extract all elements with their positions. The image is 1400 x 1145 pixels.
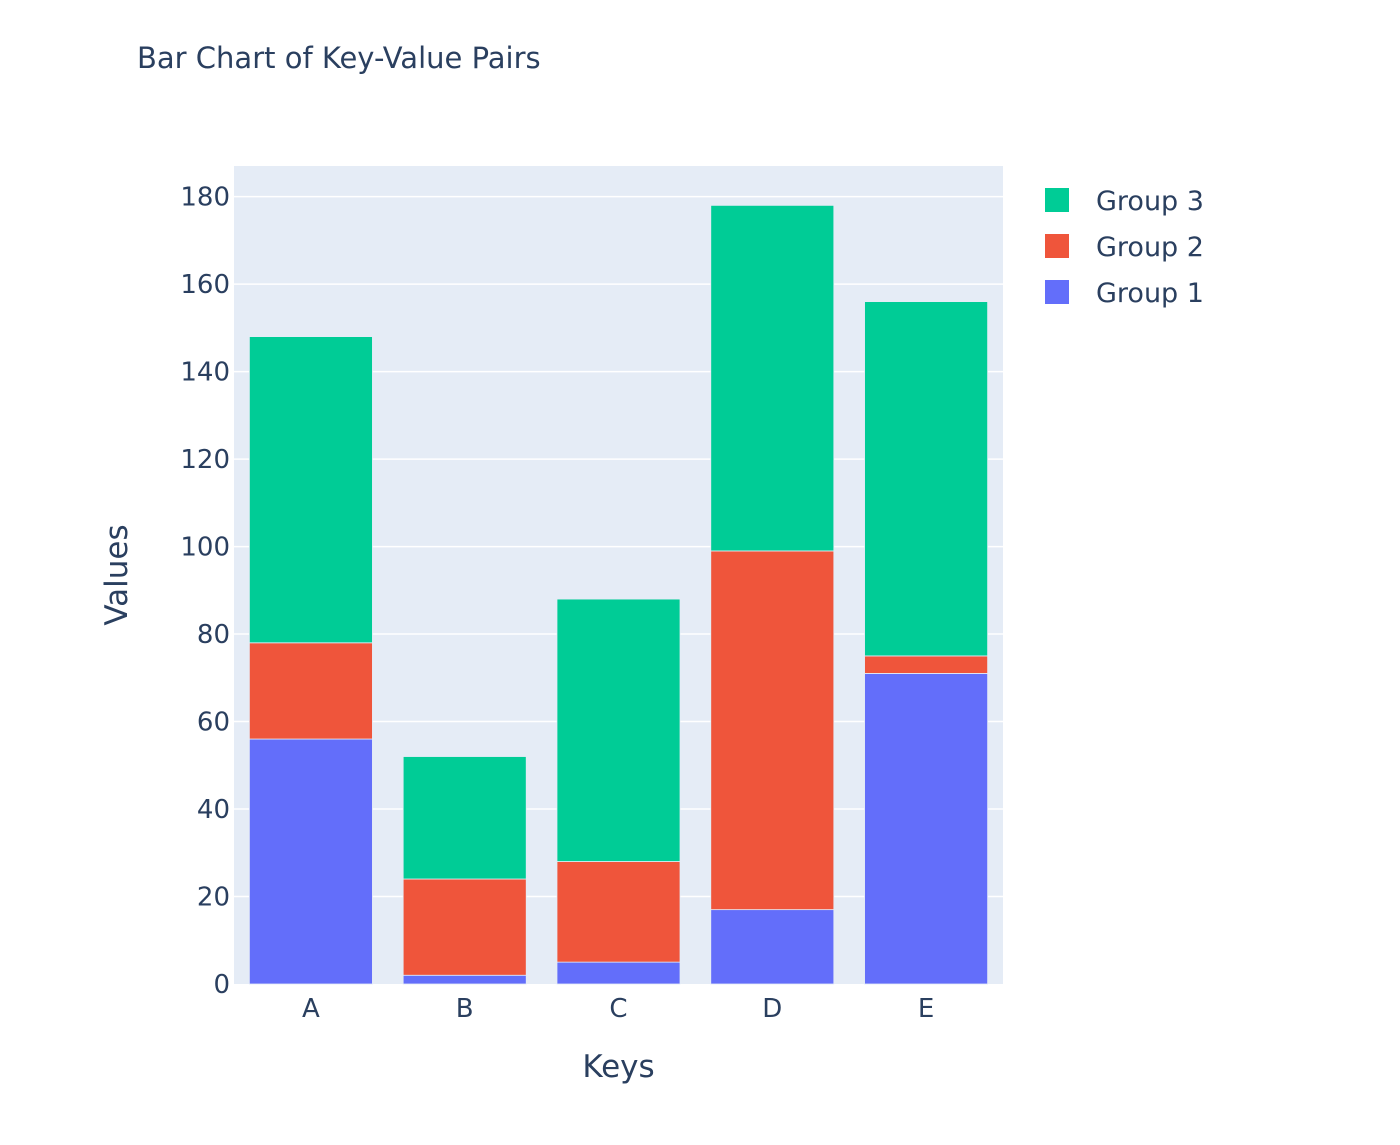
y-tick-label: 140 [180,358,230,388]
x-tick-label: D [762,994,782,1024]
bar-group-3-e[interactable] [864,301,989,657]
bar-group-3-d[interactable] [710,204,835,552]
bar-group-3-c[interactable] [556,598,681,862]
legend-label: Group 1 [1096,278,1204,309]
y-tick-label: 180 [180,183,230,213]
bar-group-1-d[interactable] [710,909,835,985]
chart-title: Bar Chart of Key-Value Pairs [137,41,541,75]
legend-swatch [1045,234,1069,258]
legend-label: Group 3 [1096,186,1204,217]
legend-item-group-2[interactable]: Group 2 [1045,232,1204,263]
bars [248,204,989,985]
x-tick-label: B [456,994,474,1024]
bar-group-2-e[interactable] [864,655,989,674]
x-tick-label: C [609,994,627,1024]
y-tick-label: 20 [197,883,230,913]
x-tick-label: A [302,994,320,1024]
bar-group-3-b[interactable] [402,756,527,880]
legend[interactable]: Group 3 Group 2 Group 1 [1045,186,1204,309]
y-axis-ticks: 0 20 40 60 80 100 120 140 160 180 [180,183,230,1000]
bar-group-1-c[interactable] [556,961,681,985]
legend-item-group-1[interactable]: Group 1 [1045,278,1204,309]
legend-swatch [1045,188,1069,212]
x-axis-title: Keys [582,1049,654,1085]
x-axis-ticks: A B C D E [302,994,934,1024]
legend-item-group-3[interactable]: Group 3 [1045,186,1204,217]
y-tick-label: 80 [197,620,230,650]
bar-group-1-a[interactable] [248,738,373,985]
y-tick-label: 0 [213,970,230,1000]
y-tick-label: 60 [197,708,230,738]
y-tick-label: 100 [180,533,230,563]
y-axis-title: Values [99,524,135,625]
y-tick-label: 160 [180,270,230,300]
bar-group-2-c[interactable] [556,861,681,963]
bar-group-3-a[interactable] [248,336,373,644]
bar-group-1-e[interactable] [864,673,989,985]
bar-group-1-b[interactable] [402,974,527,985]
bar-group-2-d[interactable] [710,550,835,911]
legend-label: Group 2 [1096,232,1204,263]
y-tick-label: 40 [197,795,230,825]
bar-group-2-b[interactable] [402,878,527,976]
x-tick-label: E [918,994,934,1024]
y-tick-label: 120 [180,445,230,475]
bar-group-2-a[interactable] [248,642,373,740]
legend-swatch [1045,280,1069,304]
